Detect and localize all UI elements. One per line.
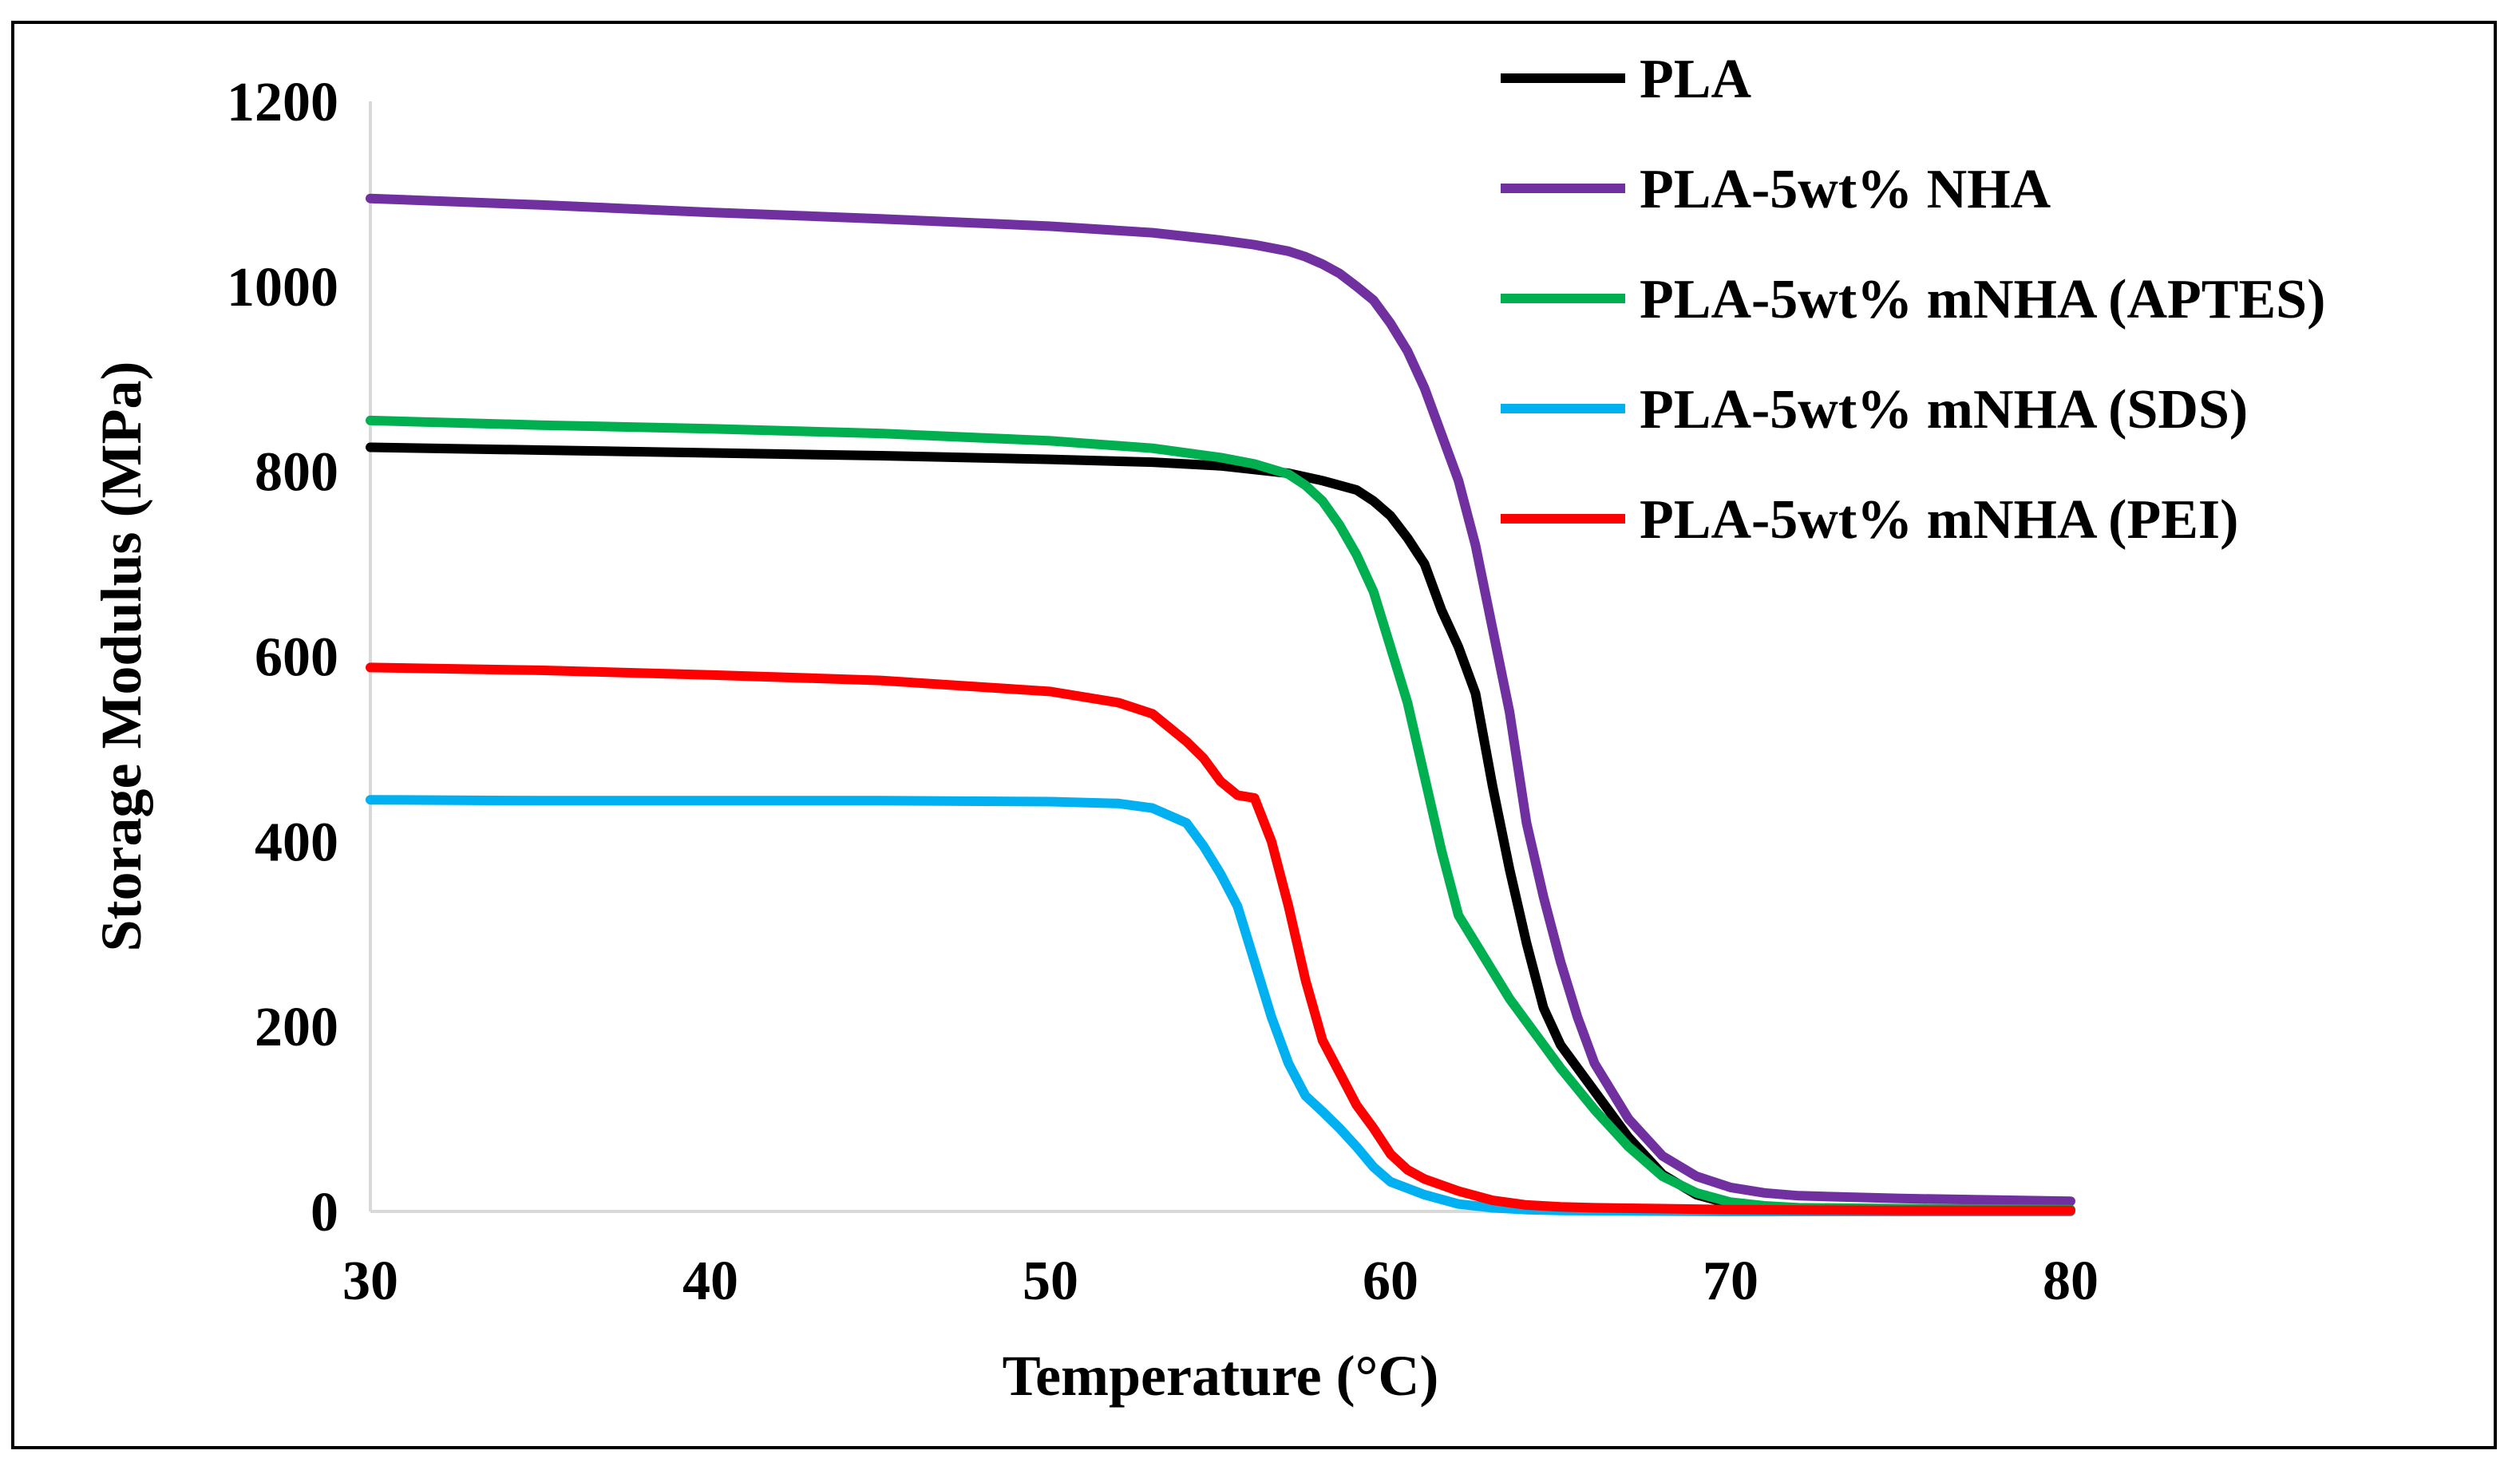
series-line-pla-5wt-mnha-aptes	[366, 415, 2075, 1215]
legend-item: PLA	[1501, 49, 1751, 110]
series-line-pla-5wt-mnha-sds	[366, 795, 2075, 1216]
series-line-pla-5wt-nha	[366, 193, 2075, 1207]
y-tick-label: 200	[255, 997, 338, 1058]
storage-modulus-chart: 0 200 400 600 800 1000 1200 30 40 50 60 70 80 Tempe…	[89, 49, 2325, 1408]
y-tick-label: 1200	[227, 72, 338, 133]
x-tick-label: 80	[2043, 1251, 2099, 1312]
legend-item: PLA-5wt% NHA	[1501, 159, 2051, 220]
legend-label: PLA	[1640, 49, 1751, 110]
axes	[369, 101, 2071, 1213]
x-tick-label: 30	[342, 1251, 398, 1312]
legend-item: PLA-5wt% mNHA (SDS)	[1501, 379, 2248, 441]
x-axis-title: Temperature (°C)	[1003, 1344, 1439, 1408]
y-tick-label: 600	[255, 627, 338, 689]
legend-item: PLA-5wt% mNHA (PEI)	[1501, 489, 2238, 551]
x-tick-labels: 30 40 50 60 70 80	[342, 1251, 2099, 1312]
legend: PLA PLA-5wt% NHA PLA-5wt% mNHA (APTES) PLA-…	[1501, 49, 2325, 551]
y-tick-label: 1000	[227, 257, 338, 318]
x-tick-label: 60	[1363, 1251, 1418, 1312]
y-tick-label: 400	[255, 812, 338, 873]
x-tick-label: 40	[682, 1251, 738, 1312]
data-series	[366, 193, 2075, 1216]
x-tick-label: 70	[1703, 1251, 1758, 1312]
legend-label: PLA-5wt% mNHA (APTES)	[1640, 269, 2325, 330]
x-tick-label: 50	[1023, 1251, 1078, 1312]
y-tick-labels: 0 200 400 600 800 1000 1200	[227, 72, 338, 1243]
legend-label: PLA-5wt% mNHA (PEI)	[1640, 489, 2238, 551]
legend-label: PLA-5wt% NHA	[1640, 159, 2051, 220]
y-tick-label: 0	[311, 1182, 338, 1243]
legend-item: PLA-5wt% mNHA (APTES)	[1501, 269, 2325, 330]
y-tick-label: 800	[255, 442, 338, 504]
legend-label: PLA-5wt% mNHA (SDS)	[1640, 379, 2248, 441]
chart-frame: 0 200 400 600 800 1000 1200 30 40 50 60 70 80 Tempe…	[11, 21, 2497, 1449]
y-axis-title: Storage Modulus (MPa)	[89, 362, 153, 952]
series-line-pla-5wt-mnha-pei	[366, 662, 2075, 1215]
series-line-pla	[366, 442, 2075, 1215]
